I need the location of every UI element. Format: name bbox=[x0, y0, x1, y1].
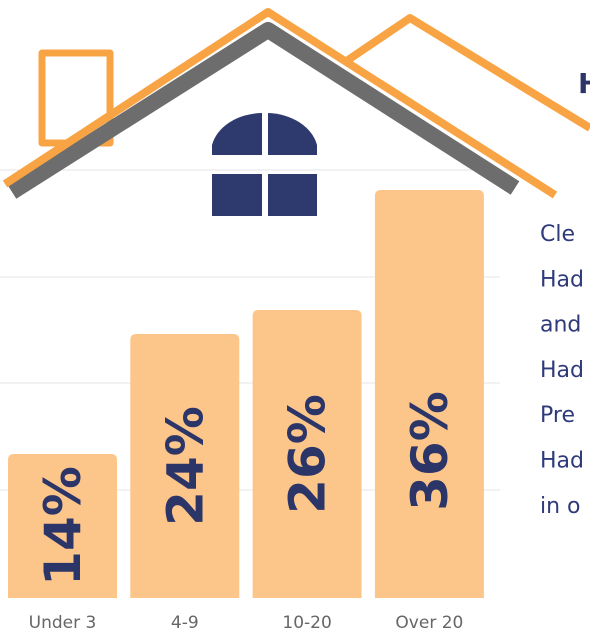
side-line: Had bbox=[540, 449, 584, 474]
x-tick-label: Over 20 bbox=[395, 613, 463, 633]
side-line: Pre bbox=[540, 403, 575, 428]
page: 14% Under 3 24% 4-9 26% 10-20 36% Over 20 H Cle… bbox=[0, 0, 590, 641]
side-line: Cle bbox=[540, 222, 575, 247]
value-label: 26% bbox=[279, 394, 337, 514]
window-pane bbox=[212, 113, 262, 155]
x-tick-label: 4-9 bbox=[171, 613, 199, 633]
chart: 14% Under 3 24% 4-9 26% 10-20 36% Over 20 H Cle… bbox=[0, 0, 590, 641]
side-text: Cle Had and Had Pre Had in o bbox=[540, 222, 584, 519]
bars: 14% Under 3 24% 4-9 26% 10-20 36% Over 20 bbox=[8, 190, 484, 633]
side-line: Had bbox=[540, 267, 584, 292]
window-pane bbox=[212, 174, 262, 216]
window-pane bbox=[268, 174, 317, 216]
side-line: Had bbox=[540, 358, 584, 383]
value-label: 36% bbox=[401, 391, 459, 511]
side-title: H bbox=[578, 67, 590, 100]
side-line: in o bbox=[540, 494, 581, 519]
x-tick-label: 10-20 bbox=[282, 613, 331, 633]
side-line: and bbox=[540, 313, 581, 338]
window-pane bbox=[268, 113, 317, 155]
value-label: 14% bbox=[34, 466, 92, 586]
value-label: 24% bbox=[156, 406, 214, 526]
x-tick-label: Under 3 bbox=[29, 613, 97, 633]
house bbox=[5, 12, 590, 216]
